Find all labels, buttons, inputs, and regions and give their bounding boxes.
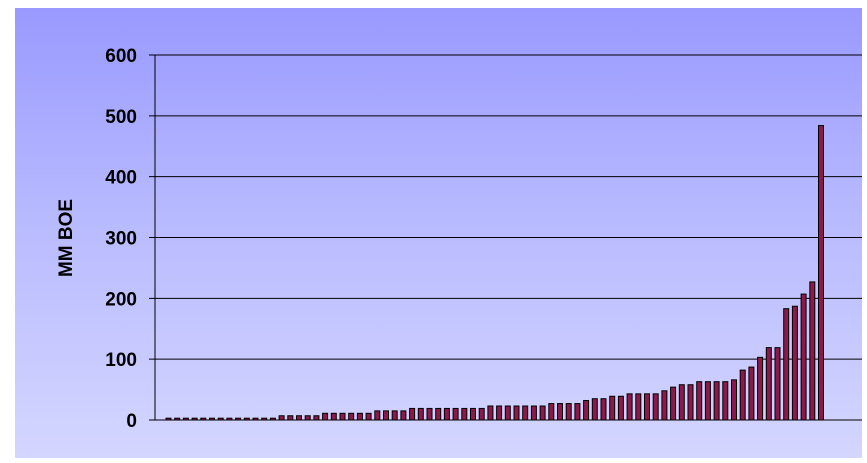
bar-36: [470, 407, 476, 421]
bar-39: [496, 405, 503, 421]
bar-19: [322, 412, 329, 421]
bar-69: [757, 356, 764, 421]
bar-45: [548, 403, 555, 421]
bar-35: [461, 407, 468, 421]
bar-59: [670, 386, 677, 421]
bar-50: [591, 398, 598, 421]
bar-28: [400, 410, 407, 421]
bar-48: [574, 403, 581, 421]
bar-9: [235, 417, 242, 421]
bar-23: [356, 412, 363, 421]
bar-5: [200, 417, 207, 421]
bar-56: [644, 393, 650, 421]
bar-57: [652, 393, 659, 421]
bar-2: [174, 417, 181, 421]
bar-53: [617, 395, 624, 421]
bar-74: [800, 293, 807, 421]
bar-7: [217, 417, 224, 421]
y-tick-label: 500: [105, 107, 137, 128]
y-axis-ticks: 0 100 200 300 400 500 600: [105, 46, 137, 432]
bar-33: [443, 407, 450, 421]
bar-21: [339, 412, 346, 421]
bar-38: [487, 405, 494, 421]
bar-72: [783, 308, 790, 421]
bar-42: [522, 405, 529, 421]
bar-66: [731, 379, 737, 421]
bar-13: [269, 417, 276, 421]
y-tick-label: 300: [105, 229, 137, 250]
bar-49: [583, 400, 590, 421]
bar-27: [391, 410, 398, 421]
bar-24: [365, 412, 372, 421]
bar-63: [704, 381, 711, 421]
bar-15: [287, 415, 294, 421]
bar-20: [330, 412, 337, 421]
y-tick-label: 600: [105, 46, 137, 67]
bar-70: [765, 347, 772, 421]
y-tick-label: 400: [105, 168, 137, 189]
bar-4: [191, 417, 198, 421]
bar-30: [417, 407, 424, 421]
bar-18: [313, 415, 320, 421]
bar-41: [513, 405, 520, 421]
bar-43: [530, 405, 537, 421]
bar-34: [452, 407, 459, 421]
gridlines: [149, 54, 862, 421]
bar-17: [304, 415, 311, 421]
bar-75: [809, 281, 816, 421]
y-tick-label: 200: [105, 289, 137, 310]
bar-47: [565, 403, 572, 421]
bar-44: [539, 405, 546, 421]
bar-51: [600, 398, 607, 421]
bar-3: [182, 417, 189, 421]
bar-1: [165, 417, 172, 421]
bar-60: [678, 384, 685, 421]
bar-11: [252, 417, 259, 421]
bar-67: [739, 369, 746, 421]
chart-panel: 0 100 200 300 400 500 600 MM BOE: [15, 8, 862, 458]
bar-68: [748, 366, 755, 421]
bar-10: [243, 417, 250, 421]
bar-71: [774, 347, 781, 421]
bar-22: [348, 412, 355, 421]
bar-62: [696, 381, 703, 421]
bar-26: [383, 410, 389, 421]
bar-58: [661, 390, 668, 421]
bar-61: [687, 384, 694, 421]
bar-37: [478, 407, 485, 421]
bar-55: [635, 393, 642, 421]
bar-76: [818, 125, 824, 421]
bar-31: [426, 407, 433, 421]
bar-46: [557, 403, 563, 421]
bar-chart: 0 100 200 300 400 500 600 MM BOE: [56, 46, 862, 432]
bar-14: [278, 415, 285, 421]
bar-29: [409, 407, 416, 421]
y-tick-label: 100: [105, 350, 137, 371]
bar-32: [435, 407, 442, 421]
bar-64: [713, 381, 720, 421]
bar-6: [209, 417, 215, 421]
y-axis-title: MM BOE: [56, 199, 77, 277]
bar-65: [722, 381, 729, 421]
bar-40: [504, 405, 511, 421]
bar-73: [791, 305, 798, 421]
bar-25: [374, 410, 381, 421]
bar-16: [296, 415, 302, 421]
bar-54: [626, 393, 633, 421]
bar-12: [261, 417, 268, 421]
y-tick-label: 0: [126, 411, 137, 432]
bar-8: [226, 417, 233, 421]
bars: [165, 125, 824, 421]
bar-52: [609, 395, 616, 421]
